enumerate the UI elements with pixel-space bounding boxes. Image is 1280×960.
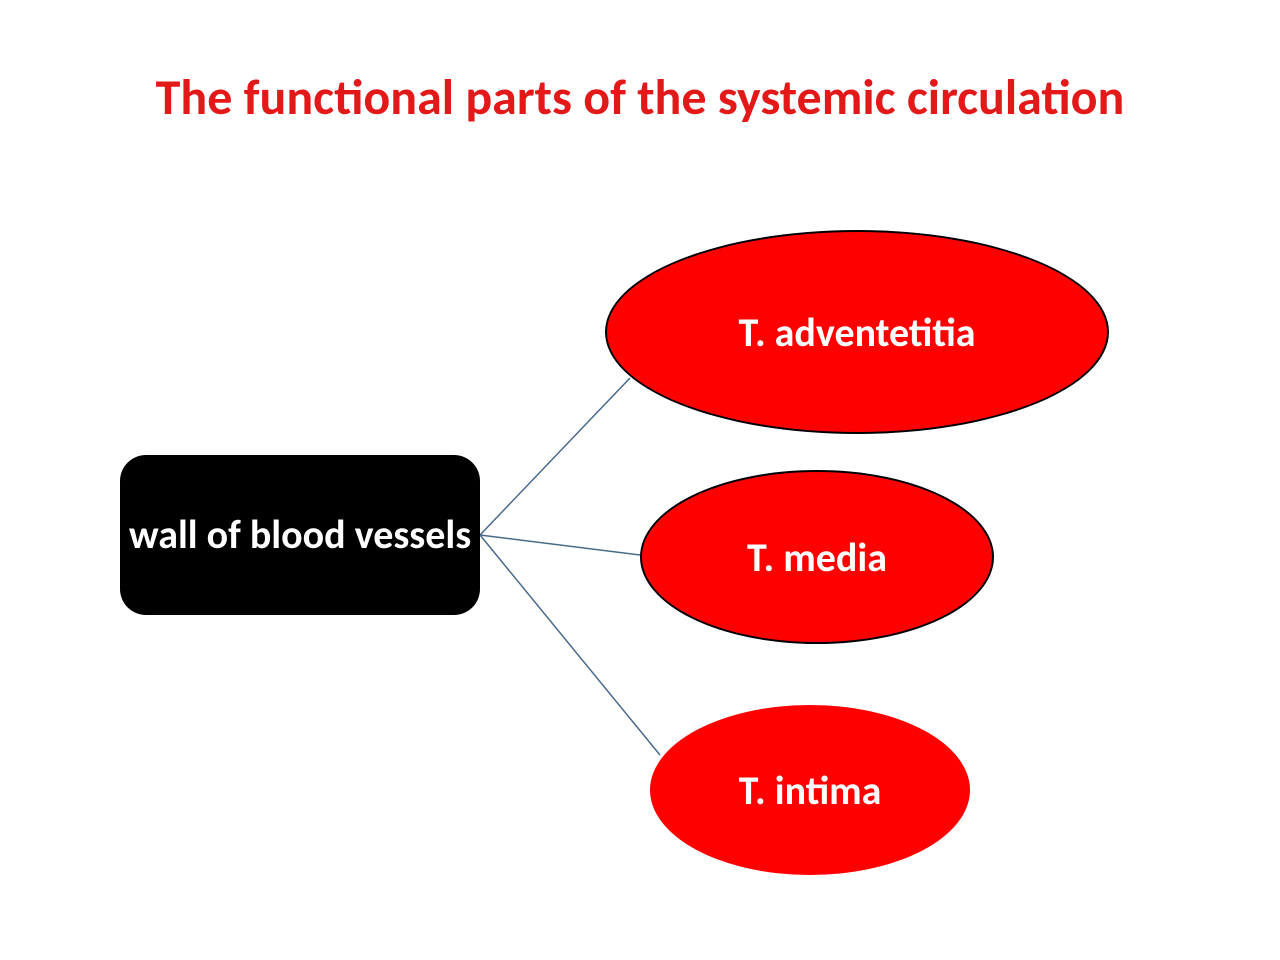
child-node-0: T. adventetitia: [605, 230, 1109, 434]
slide-title: The functional parts of the systemic cir…: [0, 69, 1280, 127]
child-node-label: T. adventetitia: [738, 308, 975, 357]
child-node-1: T. media: [640, 470, 994, 644]
child-node-2: T. intima: [650, 705, 970, 875]
root-node-label: wall of blood vessels: [129, 512, 471, 558]
child-node-label: T. intima: [739, 766, 882, 815]
slide: The functional parts of the systemic cir…: [0, 0, 1280, 960]
child-node-label: T. media: [747, 533, 887, 582]
root-node: wall of blood vessels: [120, 455, 480, 615]
